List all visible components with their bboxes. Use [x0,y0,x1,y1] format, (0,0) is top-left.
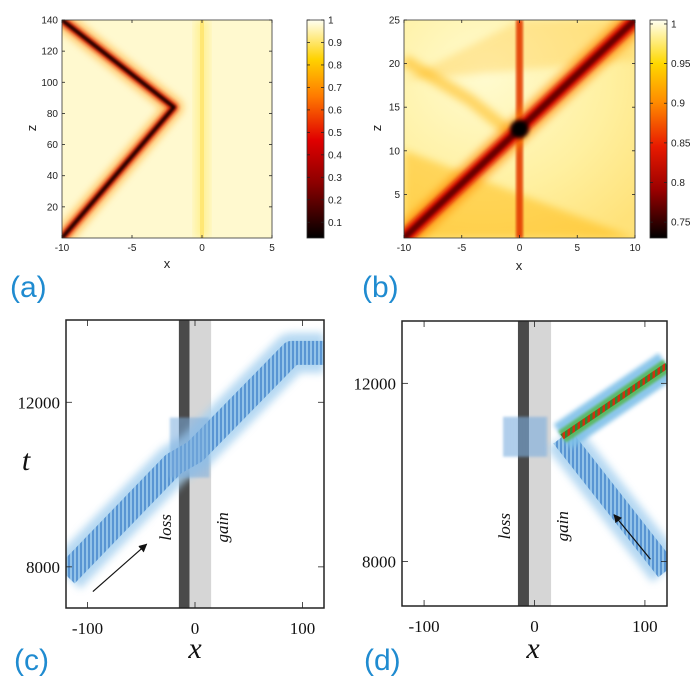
a-x-tick-label: 0 [199,243,205,254]
c-y-tick-label: 8000 [26,558,60,577]
b-colorbar-tick-label: 0.85 [671,138,691,149]
panel-d-amplified-beam [560,363,667,440]
a-y-tick-label: 40 [47,171,59,182]
panel-c-letter: (c) [14,644,49,677]
panel-c-y-ticks: 8000 12000 [18,393,324,577]
a-y-tick-label: 80 [47,109,59,120]
panel-a-y-ticks: 20 40 60 80 100 120 140 [41,16,272,213]
b-y-tick-label: 20 [389,59,401,70]
b-x-tick-label: 5 [574,243,580,254]
a-colorbar-tick-label: 0.7 [328,83,342,94]
panel-a-letter: (a) [10,271,47,304]
panel-d-xlabel: x [525,632,540,665]
a-colorbar-tick-label: 0.6 [328,105,342,116]
a-y-tick-label: 100 [41,78,58,89]
panel-b-collision-spot [510,120,529,138]
panel-d-x-ticks: -100 0 100 [408,321,658,636]
panel-d: loss gain -100 0 100 8000 12000 x (d) [354,320,668,677]
a-y-tick-label: 60 [47,140,59,151]
panel-a-defect-line [200,20,204,238]
panel-a-heatmap [62,20,272,238]
b-colorbar-tick-label: 0.75 [671,218,691,229]
panel-d-gain-label: gain [553,511,572,541]
c-x-tick-label: -100 [72,619,103,638]
b-x-tick-label: -10 [397,243,412,254]
panel-a-soliton-core [62,20,176,238]
panel-c-x-ticks: -100 0 100 [72,320,315,638]
panel-c: loss gain -100 0 100 8000 12000 x t (c) [14,319,325,677]
b-colorbar-tick-label: 0.95 [671,59,691,70]
c-x-tick-label: 0 [191,619,200,638]
a-colorbar-tick-label: 1 [328,16,334,27]
panel-c-xlabel: x [187,632,202,665]
panel-d-incident-beam [553,430,667,578]
b-y-tick-label: 15 [389,103,401,114]
panel-b-heatmap [404,20,635,238]
b-x-tick-label: -5 [457,243,466,254]
a-x-tick-label: -10 [55,243,70,254]
a-y-tick-label: 140 [41,16,58,27]
panel-d-gain-region [528,321,552,606]
panel-b-x-ticks: -10 -5 0 5 10 [397,20,641,254]
d-x-tick-label: -100 [408,617,439,636]
b-x-tick-label: 10 [629,243,641,254]
b-x-tick-label: 0 [517,243,523,254]
panel-a-colorbar-ticks: 0.1 0.2 0.3 0.4 0.5 0.6 0.7 0.8 0.9 1 [307,16,342,229]
panel-c-loss-label: loss [156,514,175,541]
a-colorbar-tick-label: 0.9 [328,38,342,49]
panel-a-colorbar [306,19,325,239]
panel-c-plot [66,320,324,608]
d-x-tick-label: 100 [632,617,658,636]
a-x-tick-label: -5 [128,243,137,254]
a-colorbar-tick-label: 0.4 [328,150,342,161]
panel-c-gain-label: gain [213,512,232,542]
a-colorbar-tick-label: 0.2 [328,195,342,206]
d-y-tick-label: 8000 [362,552,396,571]
a-colorbar-tick-label: 0.1 [328,218,342,229]
panel-a-frame [61,19,273,239]
a-colorbar-tick-label: 0.3 [328,173,342,184]
panel-d-incidence-arrow [613,514,651,560]
d-y-tick-label: 12000 [354,374,397,393]
c-y-tick-label: 12000 [18,393,61,412]
panel-b-colorbar-ticks: 0.75 0.8 0.85 0.9 0.95 1 [650,19,691,229]
panel-d-letter: (d) [364,644,401,677]
b-y-tick-label: 5 [394,190,400,201]
panel-b-y-ticks: 5 10 15 20 25 [389,16,635,201]
panel-c-incidence-arrow [92,543,148,592]
b-colorbar-tick-label: 1 [671,19,677,30]
panel-b-xlabel: x [516,258,523,273]
a-y-tick-label: 20 [47,202,59,213]
b-colorbar-tick-label: 0.8 [671,178,685,189]
b-y-tick-label: 10 [389,146,401,157]
a-colorbar-tick-label: 0.8 [328,60,342,71]
panel-b-letter: (b) [362,271,399,304]
panel-b-colorbar [649,19,668,239]
a-x-tick-label: 5 [269,243,275,254]
panel-d-plot [402,321,667,606]
panel-c-ylabel: t [22,444,31,477]
panel-d-loss-label: loss [495,513,514,540]
b-colorbar-tick-label: 0.9 [671,99,685,110]
d-x-tick-label: 0 [530,617,539,636]
b-y-tick-label: 25 [389,16,401,27]
panel-a-ylabel: z [24,125,39,132]
c-x-tick-label: 100 [290,619,316,638]
panel-a-xlabel: x [164,256,171,271]
a-y-tick-label: 120 [41,47,58,58]
panel-d-y-ticks: 8000 12000 [354,374,667,571]
panel-c-scatter-burst [169,417,210,478]
panel-a-x-ticks: -10 -5 0 5 [55,20,275,254]
panel-b-ylabel: z [369,125,384,132]
panel-d-scatter-burst [502,416,547,457]
panel-d-loss-region [517,321,529,606]
a-colorbar-tick-label: 0.5 [328,128,342,139]
